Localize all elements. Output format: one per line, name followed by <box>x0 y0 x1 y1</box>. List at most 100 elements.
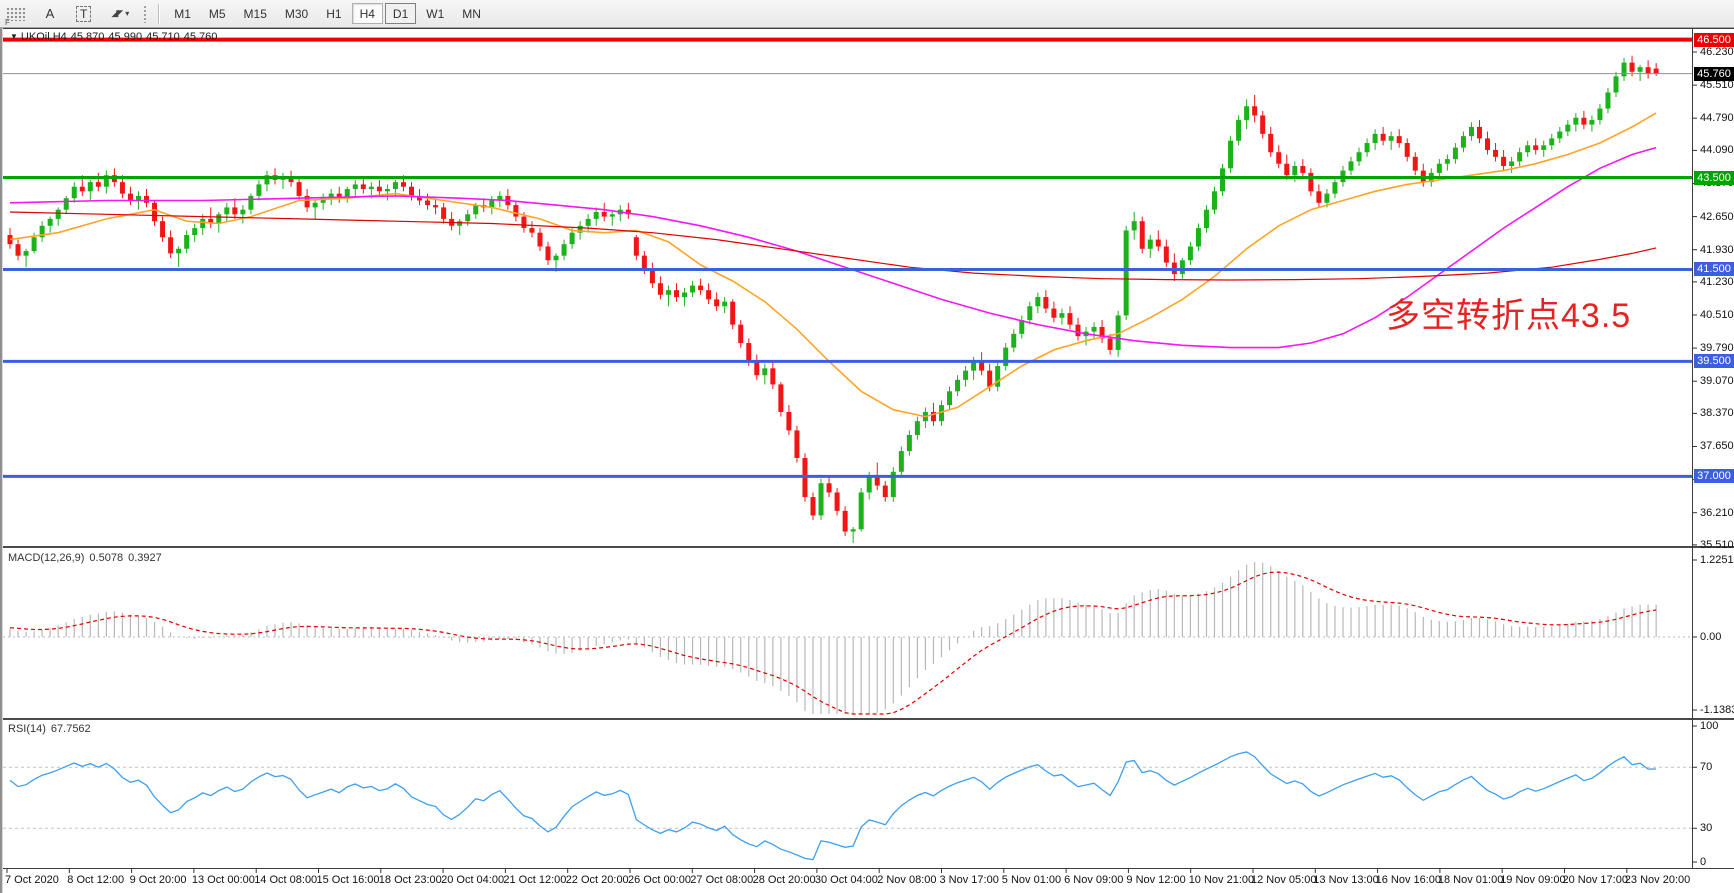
price-tick-label: 37.650 <box>1700 440 1734 453</box>
chart-annotation-text[interactable]: 多空转折点43.5 <box>1386 297 1632 335</box>
time-label: 18 Nov 01:00 <box>1437 874 1504 886</box>
toolbar: F A T ◢◤ ▾ M1 M5 M15 M30 H1 H4 D1 W1 MN <box>0 0 1734 28</box>
timeframe-w1-button[interactable]: W1 <box>418 3 452 24</box>
timeframe-m5-button[interactable]: M5 <box>201 3 234 24</box>
time-label: 6 Nov 09:00 <box>1064 874 1124 886</box>
timeframe-h4-button[interactable]: H4 <box>351 3 383 24</box>
price-tick-label: 44.090 <box>1700 144 1734 157</box>
macd-name: MACD(12,26,9) <box>8 552 85 564</box>
rsi-value: 67.7562 <box>50 723 91 735</box>
price-tick-label: 36.210 <box>1700 506 1734 519</box>
toolbar-drag-handle[interactable] <box>143 4 149 23</box>
time-label: 9 Nov 12:00 <box>1126 874 1186 886</box>
time-label: 18 Oct 23:00 <box>378 874 442 886</box>
time-label: 28 Oct 20:00 <box>752 874 816 886</box>
time-label: 21 Oct 12:00 <box>503 874 567 886</box>
time-label: 22 Oct 20:00 <box>565 874 629 886</box>
price-tick-label: 41.930 <box>1700 243 1734 256</box>
price-tick-label: 39.070 <box>1700 375 1734 388</box>
time-label: 20 Oct 04:00 <box>441 874 505 886</box>
timeframe-buttons: M1 M5 M15 M30 H1 H4 D1 W1 MN <box>165 3 490 24</box>
ma-slow-red <box>9 211 1657 281</box>
price-badge-43.500: 43.500 <box>1694 170 1734 185</box>
time-label: 8 Oct 12:00 <box>67 874 125 886</box>
time-label: 14 Oct 08:00 <box>254 874 318 886</box>
price-tick-label: 35.510 <box>1700 538 1734 551</box>
text-box-tool-button[interactable]: T <box>69 3 98 25</box>
macd-axis-label: 0.00 <box>1700 631 1722 643</box>
macd-panel[interactable] <box>0 548 1734 718</box>
price-tick-label: 44.790 <box>1700 112 1734 125</box>
ohlc-open: 45.870 <box>70 31 105 43</box>
time-label: 27 Oct 08:00 <box>690 874 754 886</box>
macd-axis-label: -1.1383 <box>1700 704 1734 716</box>
price-badge-37.000: 37.000 <box>1694 469 1734 484</box>
ohlc-high: 45.990 <box>108 31 143 43</box>
time-label: 2 Nov 08:00 <box>877 874 937 886</box>
text-box-tool-glyph: T <box>76 5 92 22</box>
time-label: 16 Nov 16:00 <box>1375 874 1442 886</box>
time-label: 13 Oct 00:00 <box>191 874 255 886</box>
time-label: 30 Oct 04:00 <box>814 874 878 886</box>
macd-label: MACD(12,26,9) 0.5078 0.3927 <box>8 552 167 564</box>
price-tick-label: 45.510 <box>1700 79 1734 92</box>
time-label: 10 Nov 21:00 <box>1188 874 1255 886</box>
panel-divider[interactable] <box>0 718 1734 720</box>
macd-signal-line <box>9 571 1657 715</box>
price-tick-label: 39.790 <box>1700 342 1734 355</box>
price-tick-label: 46.230 <box>1700 46 1734 58</box>
symbol-name: UKOil,H4 <box>20 31 67 43</box>
time-label: 3 Nov 17:00 <box>939 874 999 886</box>
ohlc-low: 45.710 <box>146 31 180 43</box>
price-tick-label: 40.510 <box>1700 308 1734 321</box>
macd-value-signal: 0.3927 <box>128 552 162 564</box>
arrows-tool-button[interactable]: ◢◤ ▾ <box>104 3 136 25</box>
diagonal-arrows-icon: ◢◤ <box>111 8 123 18</box>
rsi-line <box>9 751 1657 861</box>
time-label: 9 Oct 20:00 <box>129 874 187 886</box>
price-badge-41.500: 41.500 <box>1694 262 1734 277</box>
ma-mid-magenta <box>9 146 1657 349</box>
timeframe-mn-button[interactable]: MN <box>454 3 489 24</box>
price-badge-46.500: 46.500 <box>1694 32 1734 47</box>
time-label: 5 Nov 01:00 <box>1001 874 1062 886</box>
rsi-panel[interactable] <box>0 720 1734 868</box>
text-label-tool-button[interactable]: A <box>37 3 63 25</box>
rsi-label: RSI(14) 67.7562 <box>8 723 96 735</box>
macd-value-main: 0.5078 <box>89 552 124 564</box>
price-tick-label: 42.650 <box>1700 210 1734 223</box>
time-label: 13 Nov 13:00 <box>1313 874 1379 886</box>
toolbar-grip-icon[interactable]: F <box>5 6 26 27</box>
rsi-axis-label: 30 <box>1700 822 1713 835</box>
panel-divider[interactable] <box>0 546 1734 548</box>
ma-fast-orange <box>9 112 1657 418</box>
timeframe-h1-button[interactable]: H1 <box>318 3 349 24</box>
price-tick-label: 38.370 <box>1700 407 1734 420</box>
ohlc-close: 45.760 <box>183 31 218 43</box>
time-label: 15 Oct 16:00 <box>316 874 380 886</box>
rsi-name: RSI(14) <box>8 723 46 735</box>
rsi-axis-label: 100 <box>1700 720 1719 732</box>
symbol-dropdown-icon[interactable]: ▼ <box>10 32 18 41</box>
window-left-edge <box>0 28 3 893</box>
main-chart-panel[interactable] <box>0 28 1734 546</box>
text-label-tool-glyph: A <box>45 6 55 21</box>
timeframe-d1-button[interactable]: D1 <box>384 3 417 24</box>
price-badge-39.500: 39.500 <box>1694 354 1734 369</box>
timeframe-m30-button[interactable]: M30 <box>277 3 316 24</box>
time-label: 19 Nov 09:00 <box>1500 874 1566 886</box>
macd-axis-label: 1.2251 <box>1700 554 1734 566</box>
symbol-ohlc-line: ▼ UKOil,H4 45.870 45.990 45.710 45.760 <box>10 31 221 43</box>
timeframe-m1-button[interactable]: M1 <box>166 3 199 24</box>
time-label: 26 Oct 00:00 <box>628 874 691 886</box>
price-badge-45.760: 45.760 <box>1694 66 1734 81</box>
toolbar-separator <box>158 3 160 24</box>
rsi-axis-label: 70 <box>1700 761 1713 774</box>
timeframe-m15-button[interactable]: M15 <box>236 3 275 24</box>
time-axis <box>0 868 1734 893</box>
rsi-axis-label: 0 <box>1700 856 1707 868</box>
time-label: 7 Oct 2020 <box>5 874 59 886</box>
dropdown-caret-icon: ▾ <box>125 9 130 18</box>
